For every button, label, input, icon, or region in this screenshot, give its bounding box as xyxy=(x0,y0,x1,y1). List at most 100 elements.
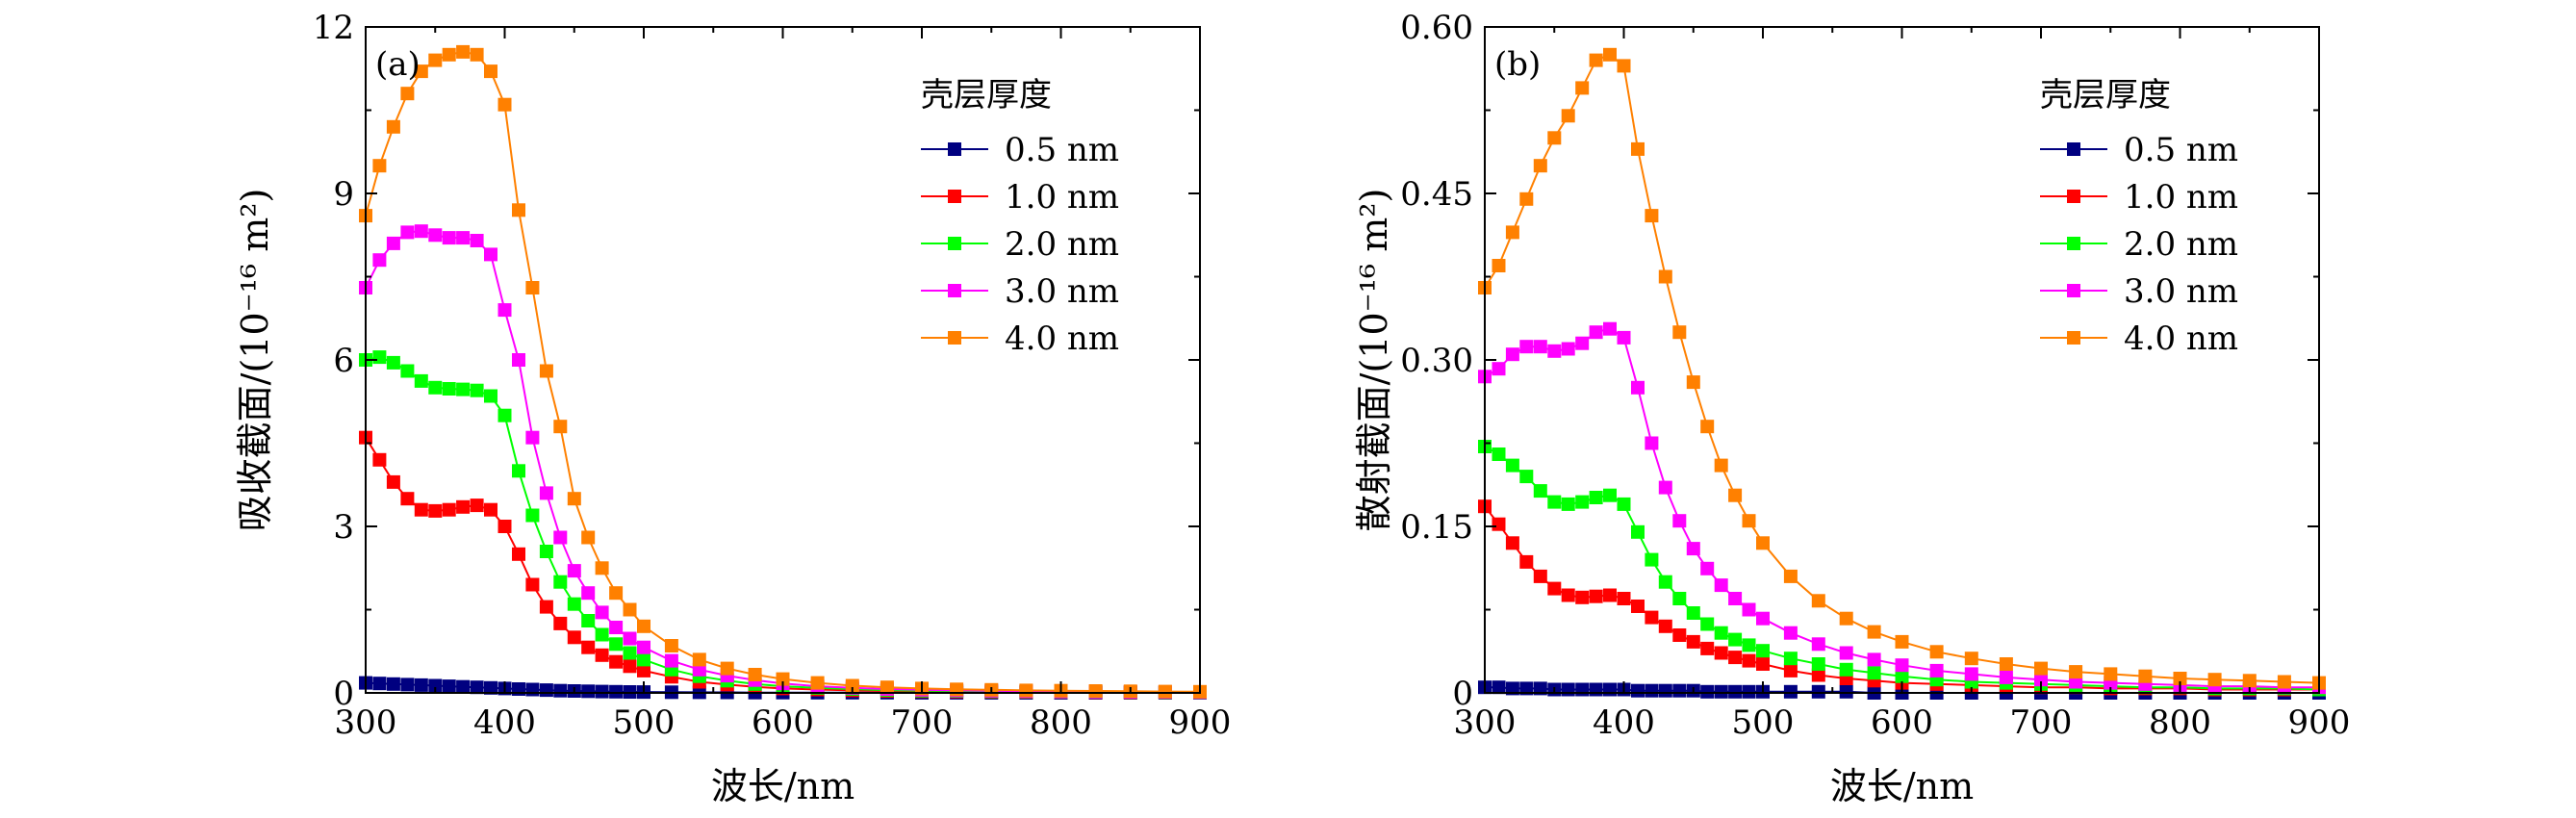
data-point xyxy=(1999,670,2013,684)
data-point xyxy=(539,545,553,558)
data-point xyxy=(553,530,568,545)
data-point xyxy=(1158,684,1172,699)
data-point xyxy=(1631,683,1645,698)
y-tick-label: 12 xyxy=(313,9,354,47)
data-point xyxy=(595,627,609,642)
x-tick-label: 500 xyxy=(1732,703,1795,742)
data-point xyxy=(2138,669,2153,683)
legend-item: 3.0 nm xyxy=(2040,272,2238,311)
legend-label: 2.0 nm xyxy=(2124,225,2238,264)
data-point xyxy=(1742,602,1756,617)
data-point xyxy=(1561,109,1575,123)
data-point xyxy=(692,652,706,667)
data-point xyxy=(539,364,553,378)
data-point xyxy=(1589,325,1603,340)
data-point xyxy=(748,668,762,681)
data-point xyxy=(1672,628,1687,642)
data-point xyxy=(539,600,553,614)
y-tick-label: 0 xyxy=(1452,675,1473,713)
legend-label: 0.5 nm xyxy=(1005,131,1119,169)
data-point xyxy=(386,119,400,134)
data-point xyxy=(1839,611,1853,626)
data-point xyxy=(1811,637,1825,652)
data-point xyxy=(1742,638,1756,652)
data-point xyxy=(400,364,415,378)
legend-marker xyxy=(948,142,961,156)
plot-frame xyxy=(365,26,1201,694)
x-tick-label: 900 xyxy=(2288,703,2351,742)
y-tick-label: 9 xyxy=(333,175,354,214)
data-point xyxy=(372,677,387,691)
data-point xyxy=(1533,569,1547,583)
data-point xyxy=(1631,141,1645,156)
data-point xyxy=(1783,663,1798,677)
data-point xyxy=(1645,436,1659,450)
legend-item: 3.0 nm xyxy=(921,272,1119,311)
data-point xyxy=(442,382,456,396)
y-axis-label: 吸收截面/(10⁻¹⁶ m²) xyxy=(234,189,276,532)
data-point xyxy=(567,492,581,506)
data-point xyxy=(1658,575,1672,589)
data-point xyxy=(497,408,512,422)
legend-marker xyxy=(2067,331,2080,345)
data-point xyxy=(497,97,512,112)
data-point xyxy=(1645,552,1659,567)
chart-b: 300 400 500 600 700 800 900 0 0.15 0.30 0.45 0.60 波长… xyxy=(1353,9,2350,807)
data-point xyxy=(581,684,596,699)
data-point xyxy=(1756,536,1770,550)
data-point xyxy=(1783,569,1798,583)
data-point xyxy=(386,474,400,489)
data-point xyxy=(414,224,428,239)
data-point xyxy=(1533,340,1547,354)
legend-label: 4.0 nm xyxy=(1005,320,1119,358)
data-point xyxy=(1895,634,1909,649)
data-point xyxy=(720,661,734,676)
data-point xyxy=(1088,684,1103,698)
series-line xyxy=(365,437,1200,694)
data-point xyxy=(1575,590,1590,604)
legend-marker xyxy=(948,237,961,250)
data-point xyxy=(1617,497,1631,511)
x-tick-label: 700 xyxy=(891,703,954,742)
data-point xyxy=(1658,480,1672,495)
data-point xyxy=(595,561,609,575)
data-point xyxy=(497,303,512,318)
data-point xyxy=(1658,269,1672,284)
data-point xyxy=(1561,342,1575,356)
data-point xyxy=(1603,488,1617,502)
data-point xyxy=(525,281,540,294)
data-point xyxy=(525,577,540,592)
data-point xyxy=(581,640,596,654)
x-tick-label: 800 xyxy=(2149,703,2211,742)
data-point xyxy=(1519,681,1534,696)
data-point xyxy=(1533,681,1547,696)
data-point xyxy=(1700,561,1715,575)
data-point xyxy=(1645,610,1659,625)
data-point xyxy=(637,640,650,654)
data-point xyxy=(442,231,456,245)
data-point xyxy=(484,64,497,79)
data-point xyxy=(623,646,637,660)
data-point xyxy=(1561,497,1575,511)
data-point xyxy=(567,597,581,611)
data-point xyxy=(664,639,678,652)
data-point xyxy=(1547,131,1562,145)
x-tick-label: 400 xyxy=(473,703,536,742)
data-point xyxy=(1575,682,1590,697)
data-point xyxy=(609,654,624,669)
data-point xyxy=(442,47,456,62)
data-point xyxy=(1700,617,1715,631)
data-point xyxy=(525,430,540,445)
data-point xyxy=(484,502,497,517)
data-point xyxy=(372,350,387,365)
legend-marker xyxy=(948,331,961,345)
data-point xyxy=(567,630,581,645)
y-tick-label: 0.45 xyxy=(1400,175,1473,214)
data-point xyxy=(1519,470,1534,484)
data-point xyxy=(386,355,400,370)
data-point xyxy=(1811,594,1825,608)
panel-label: (b) xyxy=(1494,45,1541,84)
data-point xyxy=(470,234,484,247)
data-point xyxy=(1645,683,1659,698)
series-line xyxy=(1484,327,2319,689)
